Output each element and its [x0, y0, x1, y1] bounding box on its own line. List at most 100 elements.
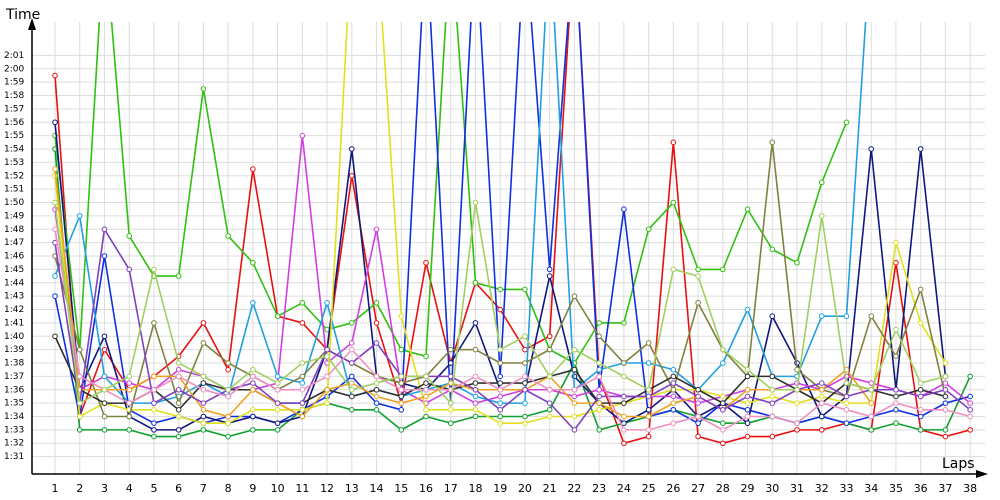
- point: [447, 420, 454, 426]
- point: [546, 273, 553, 279]
- point: [769, 373, 776, 380]
- point: [744, 206, 751, 213]
- point: [126, 427, 133, 433]
- point: [398, 427, 405, 433]
- point: [274, 400, 281, 406]
- y-tick-label: 1:56: [4, 118, 24, 128]
- y-tick-label: 1:35: [4, 399, 24, 409]
- point: [720, 407, 726, 413]
- point: [200, 400, 207, 406]
- point: [225, 366, 231, 373]
- y-tick-label: 1:39: [4, 345, 24, 355]
- point: [720, 427, 726, 433]
- point: [497, 306, 504, 313]
- point: [324, 300, 330, 306]
- point: [967, 393, 973, 400]
- point: [497, 380, 504, 386]
- point: [299, 380, 306, 386]
- point: [274, 420, 281, 426]
- point: [423, 380, 429, 386]
- point: [349, 172, 355, 179]
- point: [942, 380, 949, 386]
- y-tick-label: 2:01: [4, 51, 24, 61]
- point: [126, 380, 133, 386]
- point: [472, 393, 479, 400]
- point: [818, 427, 825, 433]
- point: [225, 360, 231, 366]
- point: [250, 259, 256, 266]
- point: [621, 393, 627, 400]
- y-tick-label: 1:57: [4, 104, 24, 114]
- point: [200, 427, 207, 433]
- point: [769, 313, 776, 320]
- point: [917, 386, 924, 393]
- point: [621, 360, 627, 366]
- point: [373, 320, 380, 326]
- y-tick-label: 1:33: [4, 425, 24, 435]
- point: [274, 427, 281, 433]
- point: [52, 119, 58, 126]
- point: [101, 400, 108, 406]
- point: [522, 346, 528, 353]
- x-tick-label: 38: [963, 482, 977, 495]
- point: [967, 373, 973, 380]
- y-axis-arrow: [28, 18, 36, 30]
- point: [596, 360, 602, 366]
- point: [670, 407, 677, 413]
- point: [596, 386, 602, 393]
- point: [546, 407, 553, 413]
- point: [175, 433, 182, 440]
- point: [645, 413, 652, 420]
- y-tick-label: 1:45: [4, 265, 24, 275]
- y-tick-label: 1:49: [4, 211, 24, 221]
- point: [349, 380, 355, 386]
- point: [225, 386, 231, 393]
- y-tick-label: 1:51: [4, 185, 24, 195]
- point: [769, 433, 776, 440]
- x-tick-label: 20: [518, 482, 532, 495]
- point: [695, 420, 701, 426]
- point: [645, 340, 652, 346]
- point: [546, 400, 553, 406]
- series-line: [54, 22, 848, 365]
- point: [324, 346, 330, 353]
- y-tick-label: 1:31: [4, 452, 24, 462]
- point: [101, 427, 108, 433]
- point: [76, 346, 83, 353]
- point: [695, 433, 701, 440]
- point: [126, 400, 133, 406]
- point: [645, 360, 652, 366]
- x-tick-label: 25: [642, 482, 656, 495]
- point: [794, 400, 800, 406]
- point: [670, 373, 677, 380]
- point: [76, 213, 83, 219]
- point: [52, 333, 58, 340]
- y-tick-label: 1:53: [4, 158, 24, 168]
- point: [843, 313, 850, 320]
- point: [299, 407, 306, 413]
- point: [373, 300, 380, 306]
- x-tick-label: 36: [914, 482, 928, 495]
- point: [349, 360, 355, 366]
- point: [893, 239, 899, 246]
- point: [893, 326, 899, 333]
- point: [720, 440, 726, 447]
- x-tick-label: 1: [52, 482, 59, 495]
- point: [893, 386, 899, 393]
- point: [225, 413, 231, 420]
- point: [769, 400, 776, 406]
- point: [101, 386, 108, 393]
- point: [175, 427, 182, 433]
- point: [769, 393, 776, 400]
- point: [744, 400, 751, 406]
- x-tick-label: 35: [889, 482, 903, 495]
- point: [744, 413, 751, 420]
- point: [621, 413, 627, 420]
- point: [744, 373, 751, 380]
- y-tick-label: 1:52: [4, 171, 24, 181]
- point: [769, 246, 776, 253]
- point: [497, 386, 504, 393]
- point: [893, 353, 899, 360]
- x-tick-label: 30: [765, 482, 779, 495]
